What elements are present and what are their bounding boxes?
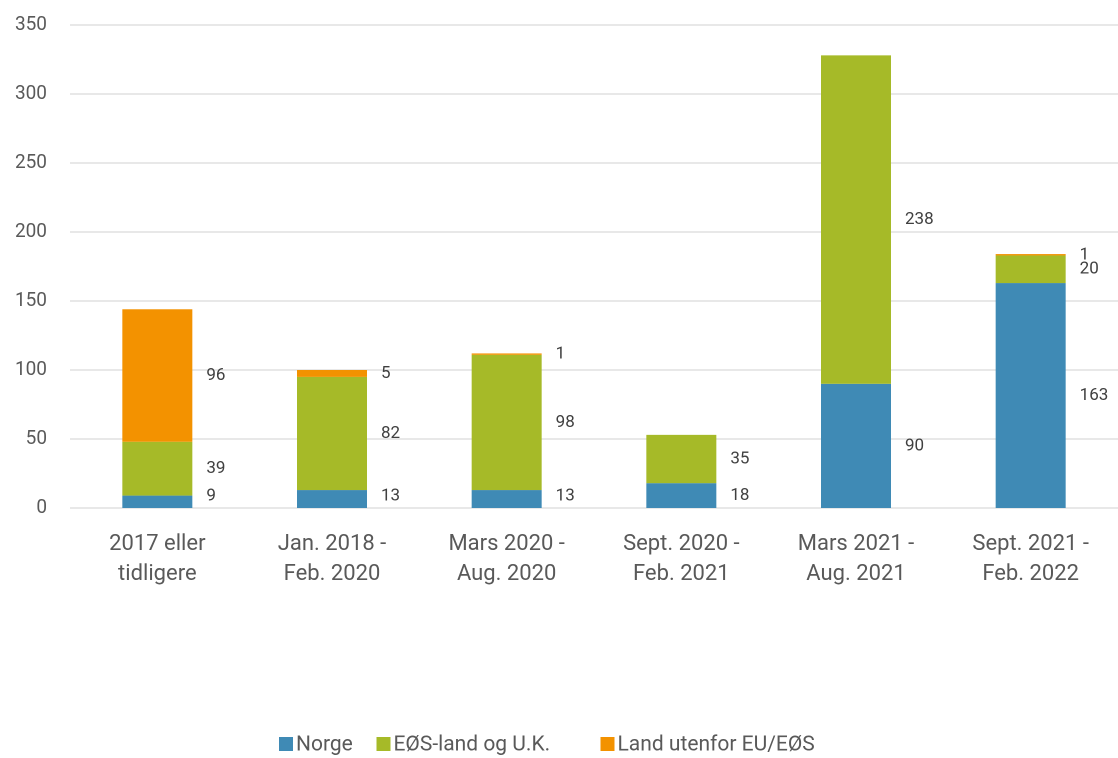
data-label: 13 (381, 485, 400, 505)
data-label: 98 (556, 412, 575, 432)
x-tick-label: 2017 eller tidligere (109, 531, 206, 586)
data-label: 1 (556, 344, 566, 364)
bar-segment (471, 490, 542, 508)
y-tick-label: 150 (15, 288, 47, 311)
x-tick-label: Jan. 2018 -Feb. 2020 (278, 531, 387, 586)
bar-segment (297, 376, 367, 491)
data-label: 1 (1080, 244, 1090, 264)
x-tick-label: Sept. 2021 -Feb. 2022 (972, 531, 1089, 586)
y-tick-label: 200 (15, 219, 47, 242)
bar-segment (122, 309, 193, 442)
data-label: 18 (730, 485, 749, 505)
legend-label: EØS-land og U.K. (394, 733, 551, 757)
data-label: 35 (730, 448, 749, 468)
bar-segment (821, 55, 891, 384)
data-label: 5 (381, 363, 391, 383)
bar-segment (297, 490, 367, 508)
bar-segment (995, 283, 1066, 508)
data-label: 238 (905, 209, 934, 229)
bar-segment (297, 370, 367, 377)
bar-segment (471, 353, 542, 355)
data-label: 90 (905, 435, 924, 455)
bar-segment (471, 354, 542, 491)
legend-label: Land utenfor EU/EØS (618, 733, 815, 757)
legend-swatch (279, 737, 293, 751)
data-label: 39 (206, 458, 225, 478)
data-label: 163 (1080, 385, 1109, 405)
legend-swatch (376, 737, 391, 751)
y-tick-label: 50 (26, 426, 47, 449)
y-tick-label: 250 (15, 150, 47, 173)
y-tick-label: 0 (36, 495, 47, 518)
y-tick-label: 300 (15, 81, 47, 104)
data-label: 20 (1080, 259, 1099, 279)
legend-swatch (600, 737, 615, 751)
x-tick-label: Sept. 2020 -Feb. 2021 (623, 531, 740, 586)
bar-segment (122, 495, 193, 508)
data-label: 9 (206, 485, 216, 505)
bar-segment (821, 383, 891, 508)
data-label: 13 (556, 485, 575, 505)
data-label: 82 (381, 423, 400, 443)
legend-label: Norge (296, 733, 353, 757)
bar-segment (646, 483, 717, 508)
bar-segment (646, 434, 717, 484)
y-tick-label: 100 (15, 357, 47, 380)
bar-segment (122, 441, 193, 496)
x-tick-label: Mars 2020 -Aug. 2020 (448, 531, 564, 586)
data-label: 96 (206, 365, 225, 385)
bar-segment (995, 254, 1066, 256)
y-tick-label: 350 (15, 12, 47, 35)
bar-segment (995, 255, 1066, 284)
x-tick-label: Mars 2021 -Aug. 2021 (798, 531, 914, 586)
